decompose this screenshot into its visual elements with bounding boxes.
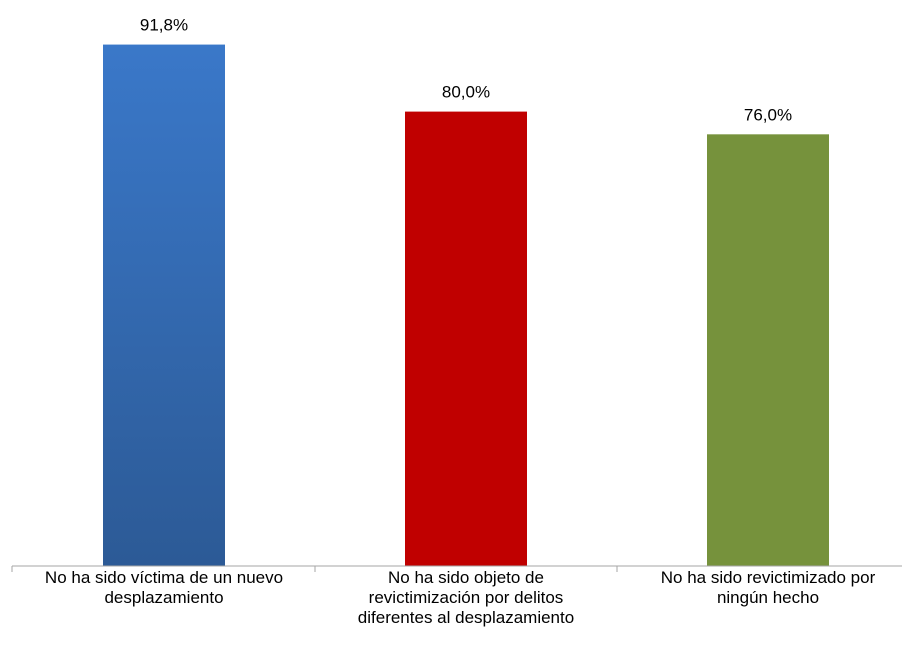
category-label-1: No ha sido víctima de un nuevo desplazami… (14, 568, 314, 608)
data-label-2: 80,0% (442, 83, 490, 102)
category-label-line: No ha sido objeto de (388, 568, 544, 587)
data-label-3: 76,0% (744, 105, 792, 124)
category-label-line: revictimización por delitos (368, 588, 564, 607)
category-label-line: diferentes al desplazamiento (357, 608, 575, 627)
bar-2 (405, 111, 527, 566)
category-label-2: No ha sido objeto de revictimización por … (316, 568, 616, 628)
category-label-line: desplazamiento (104, 588, 224, 607)
bar-3 (707, 134, 829, 566)
bar-1 (103, 44, 225, 567)
category-label-line: No ha sido víctima de un nuevo (44, 568, 284, 587)
data-label-1: 91,8% (140, 16, 188, 35)
category-label-3: No ha sido revictimizado por ningún hecho (618, 568, 902, 608)
category-label-line: ningún hecho (716, 588, 820, 607)
category-label-line: No ha sido revictimizado por (660, 568, 876, 587)
